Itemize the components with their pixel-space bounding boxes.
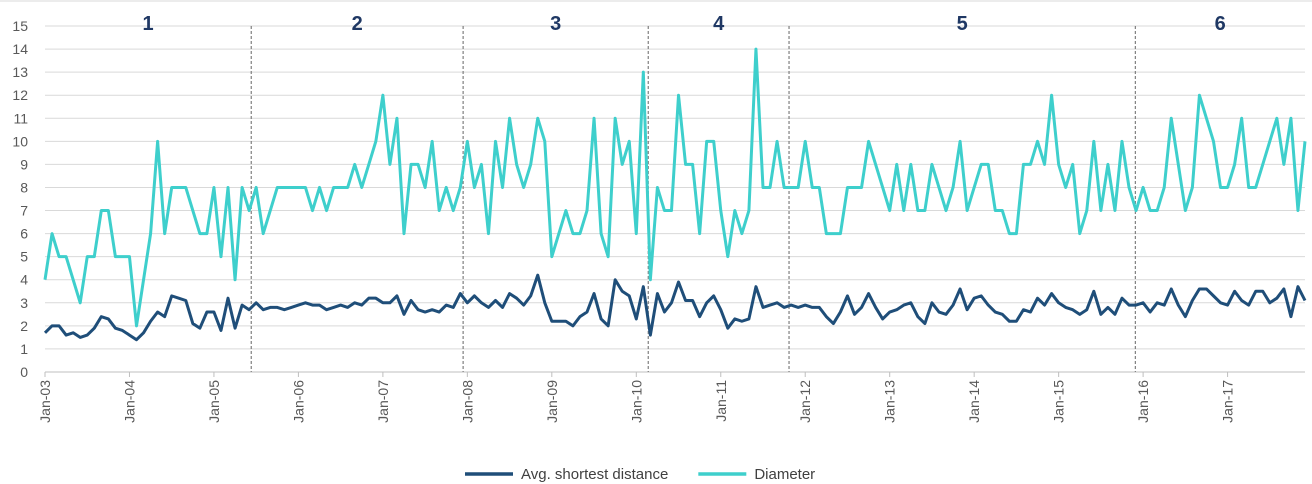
phase-label: 4 [713,13,725,35]
series-line [43,273,1307,342]
x-tick-label: Jan-07 [375,380,391,423]
x-tick-label: Jan-10 [628,380,644,423]
x-tick-label: Jan-05 [206,380,222,423]
x-tick-label: Jan-12 [797,380,813,423]
legend-label: Avg. shortest distance [521,466,668,483]
y-tick-label: 10 [12,133,28,149]
y-tick-label: 1 [20,341,28,357]
phase-label: 5 [957,13,968,35]
y-tick-label: 15 [12,18,28,34]
x-tick-label: Jan-03 [37,380,53,423]
x-tick-label: Jan-08 [459,380,475,423]
y-tick-label: 3 [20,295,28,311]
y-tick-label: 0 [20,364,28,380]
y-tick-label: 8 [20,179,28,195]
y-tick-label: 13 [12,64,28,80]
y-tick-label: 5 [20,249,28,265]
legend-label: Diameter [754,466,815,483]
x-tick-label: Jan-09 [544,380,560,423]
phase-label: 2 [352,13,363,35]
y-tick-label: 11 [13,110,28,126]
x-tick-label: Jan-13 [882,380,898,423]
phase-label: 6 [1215,13,1226,35]
phase-label: 3 [550,13,561,35]
y-tick-label: 14 [12,41,28,57]
y-tick-label: 12 [12,87,28,103]
y-tick-label: 6 [20,226,28,242]
y-tick-label: 4 [20,272,28,288]
y-tick-label: 9 [20,156,28,172]
phase-label: 1 [143,13,154,35]
x-tick-label: Jan-06 [290,380,306,423]
x-tick-label: Jan-04 [121,380,137,423]
x-tick-label: Jan-16 [1135,380,1151,423]
x-tick-label: Jan-15 [1051,380,1067,423]
series-line [43,47,1307,328]
x-tick-label: Jan-17 [1220,380,1236,423]
y-tick-label: 2 [20,318,28,334]
y-tick-label: 7 [20,203,28,219]
x-tick-label: Jan-11 [713,380,729,422]
x-tick-label: Jan-14 [966,380,982,423]
